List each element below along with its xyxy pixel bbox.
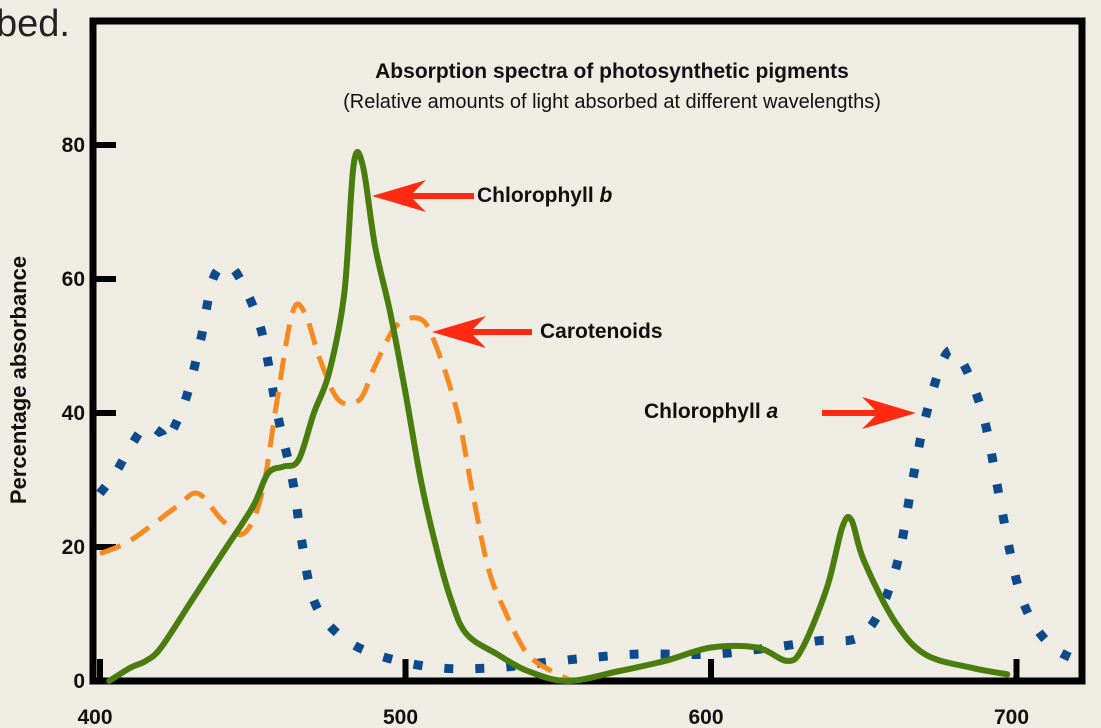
y-axis-label: Percentage absorbance	[6, 256, 31, 504]
callout-chlorophyll-b: Chlorophyll b	[372, 180, 613, 212]
y-tick-label: 60	[62, 268, 85, 291]
series-lines	[96, 149, 1090, 684]
callout-chlorophyll-a: Chlorophyll a	[644, 397, 916, 429]
arrow-head-chlorophyll-b	[372, 180, 426, 212]
series-line-chlorophyll-a	[96, 260, 1090, 674]
callout-label-chlorophyll-b: Chlorophyll b	[477, 184, 613, 207]
x-tick-label: 600	[688, 706, 723, 728]
series-line-carotenoids	[99, 301, 575, 684]
callout-label-chlorophyll-a: Chlorophyll a	[644, 400, 779, 423]
x-tick-label: 500	[383, 706, 418, 728]
y-tick-label: 20	[62, 536, 85, 559]
x-tick-label: 400	[77, 706, 112, 728]
callout-label-carotenoids: Carotenoids	[540, 320, 663, 343]
axis-ticks: 0 20 40 60 80 400 500 600 700	[62, 134, 1029, 728]
cropped-page-text: bed.	[0, 3, 70, 45]
chart-title: Absorption spectra of photosynthetic pig…	[375, 60, 849, 83]
plot-frame	[89, 17, 1086, 685]
callout-carotenoids: Carotenoids	[432, 316, 663, 348]
x-tick-label: 700	[994, 706, 1029, 728]
series-line-chlorophyll-b	[106, 149, 1011, 684]
chart-subtitle: (Relative amounts of light absorbed at d…	[343, 91, 881, 113]
y-tick-label: 0	[73, 670, 85, 693]
y-tick-label: 80	[62, 134, 85, 157]
arrow-head-carotenoids	[432, 316, 486, 348]
arrow-head-chlorophyll-a	[862, 397, 916, 429]
y-tick-label: 40	[62, 402, 85, 425]
